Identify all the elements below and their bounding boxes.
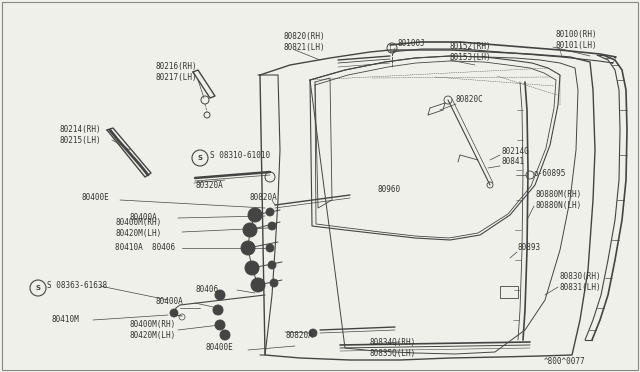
Text: 80400M(RH)
80420M(LH): 80400M(RH) 80420M(LH) [130,320,176,340]
Text: 80893: 80893 [518,244,541,253]
Text: 80214(RH)
80215(LH): 80214(RH) 80215(LH) [60,125,102,145]
Circle shape [309,329,317,337]
Text: 80400A: 80400A [130,214,157,222]
Text: 80100J: 80100J [398,38,426,48]
Circle shape [251,211,259,219]
Circle shape [220,330,230,340]
Circle shape [244,244,252,252]
Circle shape [215,290,225,300]
Circle shape [170,309,178,317]
Text: 80410A  80406: 80410A 80406 [115,244,175,253]
Circle shape [246,226,254,234]
Text: 80100(RH)
80101(LH): 80100(RH) 80101(LH) [555,30,596,50]
Text: 80400E: 80400E [82,193,109,202]
Circle shape [248,208,262,222]
Text: S 08363-61638: S 08363-61638 [47,280,107,289]
Circle shape [241,241,255,255]
Circle shape [268,261,276,269]
Text: 80400A: 80400A [155,298,183,307]
Text: S 08310-61010: S 08310-61010 [210,151,270,160]
Text: 80820C: 80820C [455,96,483,105]
Text: 80406: 80406 [195,285,218,295]
Text: 80841: 80841 [502,157,525,167]
Text: 80820(RH)
80821(LH): 80820(RH) 80821(LH) [283,32,324,52]
Text: 80320A: 80320A [195,182,223,190]
Text: 80216(RH)
80217(LH): 80216(RH) 80217(LH) [155,62,196,82]
Circle shape [268,222,276,230]
Text: ^800^0077: ^800^0077 [543,357,585,366]
Text: 80152(RH)
80153(LH): 80152(RH) 80153(LH) [450,42,492,62]
Circle shape [245,261,259,275]
Text: 80400E: 80400E [205,343,233,353]
Circle shape [215,320,225,330]
Text: 80960: 80960 [378,186,401,195]
Text: 80400M(RH)
80420M(LH): 80400M(RH) 80420M(LH) [115,218,161,238]
Circle shape [248,264,256,272]
Text: S: S [35,285,40,291]
Text: 80820A: 80820A [250,192,278,202]
Circle shape [254,281,262,289]
Circle shape [251,278,265,292]
Text: S: S [198,155,202,161]
Circle shape [266,208,274,216]
Text: 80834Q(RH)
80835Q(LH): 80834Q(RH) 80835Q(LH) [370,338,416,358]
Text: 80214G: 80214G [502,148,530,157]
Circle shape [270,279,278,287]
Bar [500,286,518,298]
Text: 80830(RH)
80831(LH): 80830(RH) 80831(LH) [560,272,602,292]
Circle shape [243,223,257,237]
Circle shape [266,244,274,252]
Text: 80820A: 80820A [285,330,313,340]
Text: o-60895: o-60895 [534,170,566,179]
Circle shape [213,305,223,315]
Text: 80880M(RH)
80880N(LH): 80880M(RH) 80880N(LH) [535,190,581,210]
Text: 80410M: 80410M [52,315,80,324]
